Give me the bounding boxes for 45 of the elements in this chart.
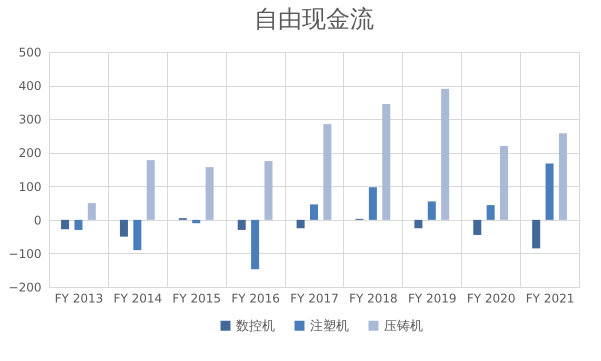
y-tick-label: 500 bbox=[18, 46, 42, 60]
chart-title: 自由现金流 bbox=[254, 5, 374, 33]
x-tick-label: FY 2015 bbox=[172, 292, 222, 306]
y-tick-label: 400 bbox=[18, 79, 42, 94]
legend-label: 压铸机 bbox=[384, 318, 423, 334]
bar bbox=[486, 205, 495, 220]
y-tick-label: 200 bbox=[18, 146, 42, 160]
y-tick-label: 0 bbox=[34, 213, 42, 228]
legend-label: 数控机 bbox=[236, 318, 275, 334]
bar bbox=[473, 220, 482, 235]
bar bbox=[558, 133, 567, 220]
bar bbox=[146, 160, 155, 220]
bar bbox=[74, 220, 82, 230]
bar bbox=[310, 204, 318, 220]
x-tick-label: FY 2020 bbox=[466, 292, 516, 306]
y-tick-label: 100 bbox=[18, 180, 42, 194]
y-tick-label: 300 bbox=[18, 112, 42, 127]
bar bbox=[133, 220, 142, 250]
bar bbox=[382, 104, 390, 220]
bar bbox=[88, 203, 96, 220]
x-tick-label: FY 2016 bbox=[231, 292, 280, 306]
x-tick-label: FY 2013 bbox=[54, 292, 104, 306]
bar bbox=[206, 167, 214, 220]
bar bbox=[296, 220, 305, 228]
bar bbox=[264, 161, 273, 220]
bar bbox=[414, 220, 422, 228]
bar bbox=[532, 220, 540, 248]
bar bbox=[428, 201, 436, 220]
bar bbox=[61, 220, 70, 230]
bar bbox=[251, 220, 260, 270]
x-tick-label: FY 2017 bbox=[290, 292, 339, 306]
bar bbox=[323, 124, 332, 220]
bar bbox=[500, 146, 508, 220]
x-tick-label: FY 2018 bbox=[349, 292, 398, 306]
bar bbox=[441, 88, 450, 220]
x-tick-label: FY 2019 bbox=[408, 292, 457, 306]
bar bbox=[120, 220, 128, 237]
bar bbox=[368, 187, 377, 220]
y-tick-label: −100 bbox=[8, 246, 42, 261]
x-tick-label: FY 2021 bbox=[526, 292, 574, 306]
x-tick-label: FY 2014 bbox=[114, 292, 162, 306]
bar bbox=[546, 163, 554, 220]
legend-label: 注塑机 bbox=[310, 318, 349, 334]
y-tick-label: −200 bbox=[8, 280, 42, 294]
bar bbox=[238, 220, 246, 230]
